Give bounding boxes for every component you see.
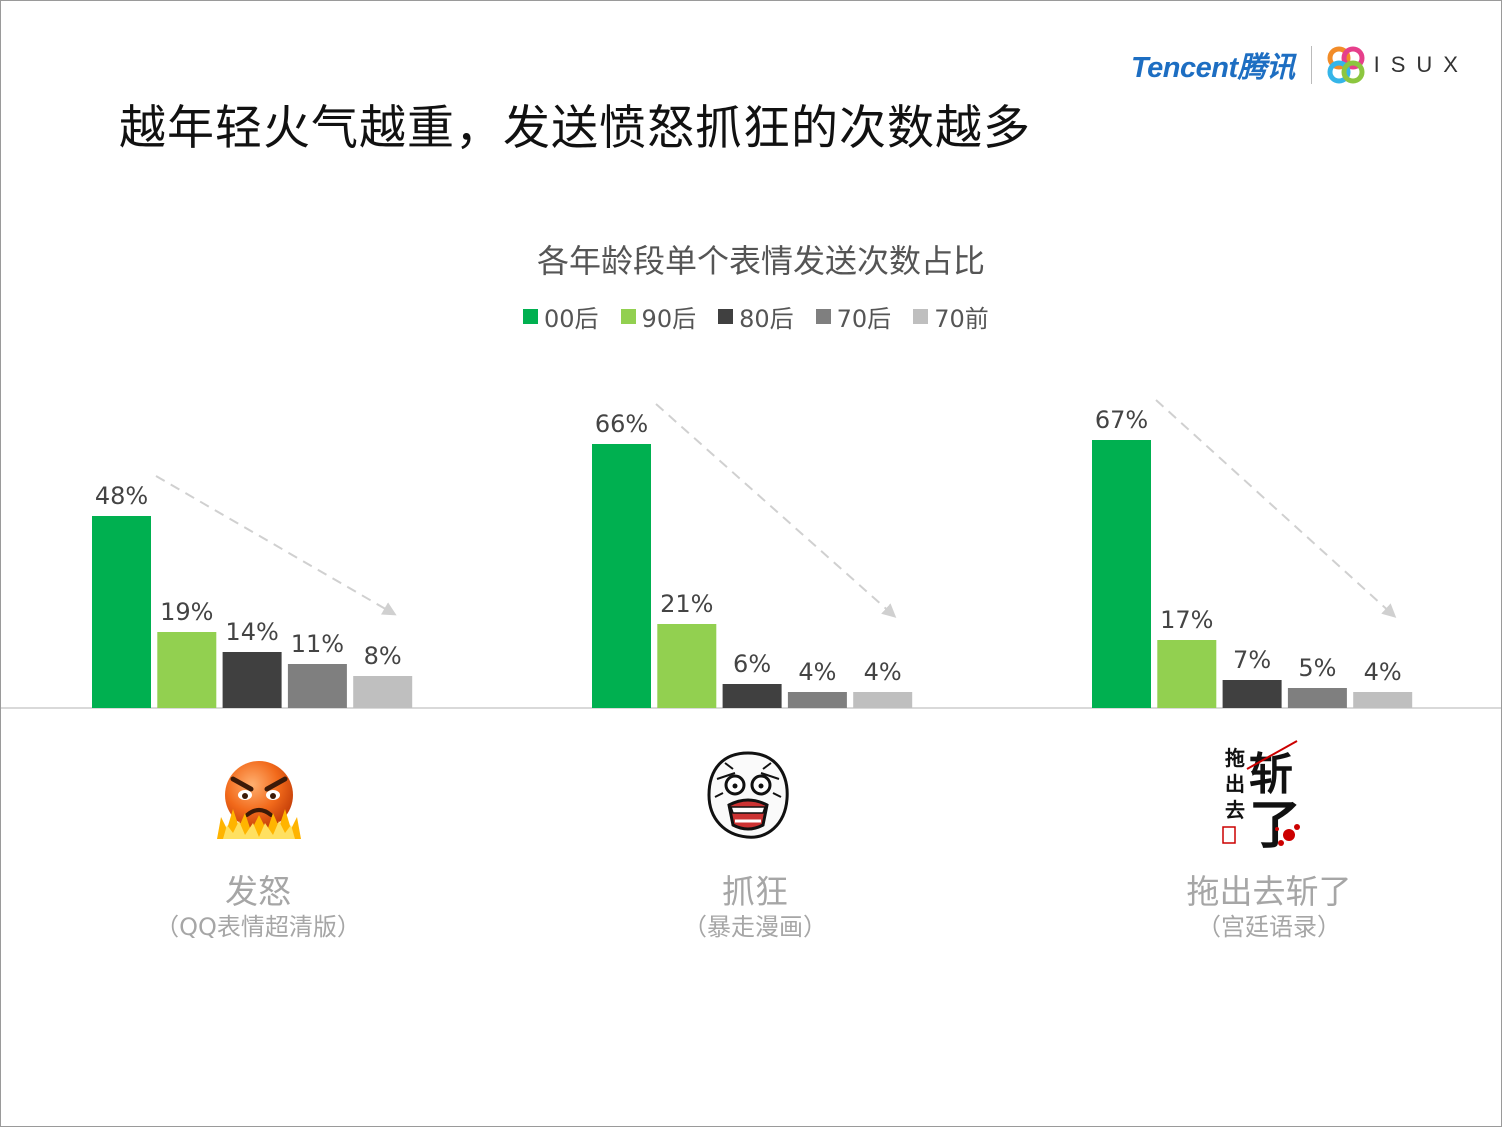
angry-fire-face-icon [217, 761, 301, 839]
legend-item-pre70: 70前 [913, 299, 989, 334]
data-label-1-1: 48% [95, 482, 148, 510]
svg-text:斩: 斩 [1249, 749, 1293, 800]
legend-item-00: 00后 [523, 299, 599, 334]
category-source-angry: （QQ表情超清版） [155, 913, 361, 941]
legend-swatch [815, 309, 831, 324]
bar-3-1 [1092, 440, 1151, 708]
data-label-3-5: 4% [1364, 658, 1402, 686]
chart-legend: 00后 90后 80后 70后 70前 [523, 299, 1011, 334]
bar-3-5 [1353, 692, 1413, 708]
category-name-angry: 发怒 [225, 872, 291, 911]
isux-logo-text: ISUX [1373, 52, 1469, 77]
tencent-isux-logo: Tencent腾讯 ISUX [1131, 43, 1469, 87]
trend-arrow-2 [655, 403, 897, 618]
data-label-1-5: 8% [364, 642, 402, 670]
data-label-1-4: 11% [291, 630, 344, 658]
legend-label: 00后 [544, 305, 599, 333]
trend-arrow-1 [155, 475, 397, 616]
svg-text:去: 去 [1225, 798, 1245, 822]
category-source-rage: （暴走漫画） [683, 913, 827, 941]
bar-3-2 [1157, 640, 1217, 708]
svg-text:出: 出 [1225, 772, 1245, 796]
calligraphy-execute-icon: 拖 出 去 斩 了 [1222, 740, 1301, 856]
rage-comic-face-icon [707, 751, 789, 839]
legend-swatch [620, 309, 636, 324]
category-name-execute: 拖出去斩了 [1186, 872, 1352, 911]
data-label-1-2: 19% [160, 598, 213, 626]
bar-2-4 [787, 692, 847, 708]
data-label-2-3: 6% [733, 650, 771, 678]
bar-2-3 [722, 684, 782, 708]
bar-3-3 [1222, 680, 1282, 708]
legend-swatch [913, 309, 929, 324]
category-source-execute: （宫廷语录） [1197, 913, 1341, 941]
page-title: 越年轻火气越重，发送愤怒抓狂的次数越多 [119, 101, 1031, 156]
bar-2-2 [657, 624, 717, 708]
isux-mark-icon [1327, 46, 1365, 84]
bar-1-4 [287, 664, 347, 708]
data-label-3-1: 67% [1095, 406, 1148, 434]
bar-1-1 [92, 516, 151, 708]
bar-1-5 [353, 676, 413, 708]
data-label-2-2: 21% [660, 590, 713, 618]
data-label-3-2: 17% [1160, 606, 1213, 634]
legend-item-70: 70后 [815, 299, 892, 334]
bar-2-1 [592, 444, 651, 708]
legend-swatch [523, 309, 538, 324]
data-label-3-4: 5% [1298, 654, 1336, 682]
tencent-logo-text: Tencent腾讯 [1131, 52, 1295, 84]
legend-label: 70前 [934, 305, 989, 333]
bar-1-2 [157, 632, 217, 708]
legend-label: 80后 [739, 305, 794, 333]
legend-item-80: 80后 [718, 299, 794, 334]
data-label-1-3: 14% [225, 618, 278, 646]
data-label-2-4: 4% [798, 658, 836, 686]
svg-text:了: 了 [1249, 795, 1301, 856]
svg-text:拖: 拖 [1225, 746, 1245, 770]
legend-item-90: 90后 [620, 299, 697, 334]
legend-label: 90后 [641, 305, 697, 333]
trend-arrow-3 [1155, 399, 1397, 618]
legend-swatch [718, 309, 734, 324]
chart-title: 各年龄段单个表情发送次数占比 [536, 242, 985, 280]
bar-2-5 [853, 692, 913, 708]
bar-3-4 [1287, 688, 1347, 708]
logo-divider [1310, 46, 1312, 84]
data-label-2-1: 66% [595, 410, 648, 438]
legend-label: 70后 [836, 305, 892, 333]
data-label-3-3: 7% [1233, 646, 1271, 674]
bar-1-3 [222, 652, 282, 708]
data-label-2-5: 4% [864, 658, 902, 686]
category-name-rage: 抓狂 [722, 872, 788, 911]
